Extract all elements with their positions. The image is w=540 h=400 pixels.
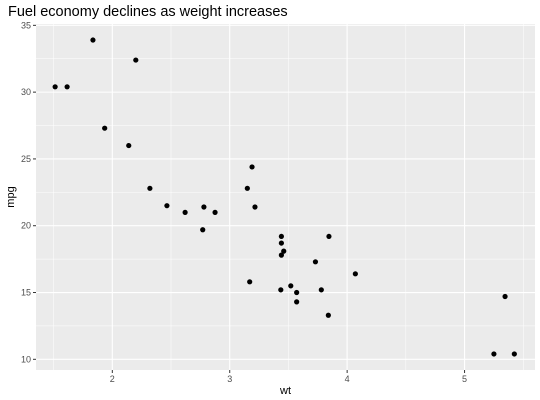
data-point [278, 240, 284, 246]
minor-grid [36, 24, 535, 370]
data-point [201, 204, 207, 210]
y-tick-label: 10 [21, 354, 31, 364]
data-point [491, 351, 497, 357]
data-point [281, 248, 287, 254]
y-tick-label: 20 [21, 221, 31, 231]
data-point [200, 227, 206, 233]
data-point [249, 164, 255, 170]
y-tick-label: 35 [21, 20, 31, 30]
data-point [294, 289, 300, 296]
data-point [133, 57, 139, 63]
data-point [247, 279, 253, 285]
data-point [164, 203, 170, 209]
data-point [212, 209, 218, 215]
data-point [288, 283, 294, 289]
chart-title: Fuel economy declines as weight increase… [8, 4, 288, 20]
x-tick-label: 2 [110, 374, 115, 384]
data-point [147, 185, 153, 191]
data-point [312, 259, 319, 265]
data-point [126, 142, 132, 149]
data-points [52, 37, 517, 357]
data-point [90, 37, 96, 43]
major-grid [36, 24, 535, 370]
data-point [318, 287, 324, 293]
axes: 2 3 4 5 10 15 20 25 30 35 [21, 20, 467, 384]
data-point [326, 233, 332, 240]
data-point [278, 287, 284, 293]
data-point [325, 312, 331, 318]
x-tick-label: 3 [227, 374, 232, 384]
x-tick-label: 5 [462, 374, 467, 384]
plot-panel [36, 24, 535, 370]
data-point [502, 293, 508, 300]
data-point [244, 185, 250, 191]
data-point [64, 84, 70, 90]
data-point [182, 209, 188, 215]
data-point [102, 125, 108, 131]
data-point [252, 204, 258, 210]
y-tick-label: 15 [21, 288, 31, 298]
y-axis-label: mpg [5, 186, 17, 207]
data-point [52, 84, 58, 90]
data-point [511, 351, 517, 357]
data-point [278, 233, 284, 240]
x-tick-label: 4 [345, 374, 350, 384]
y-tick-label: 25 [21, 154, 31, 164]
data-point [352, 271, 358, 277]
data-point [278, 252, 284, 258]
y-tick-label: 30 [21, 87, 31, 97]
data-point [294, 299, 300, 305]
x-axis-label: wt [279, 385, 291, 397]
